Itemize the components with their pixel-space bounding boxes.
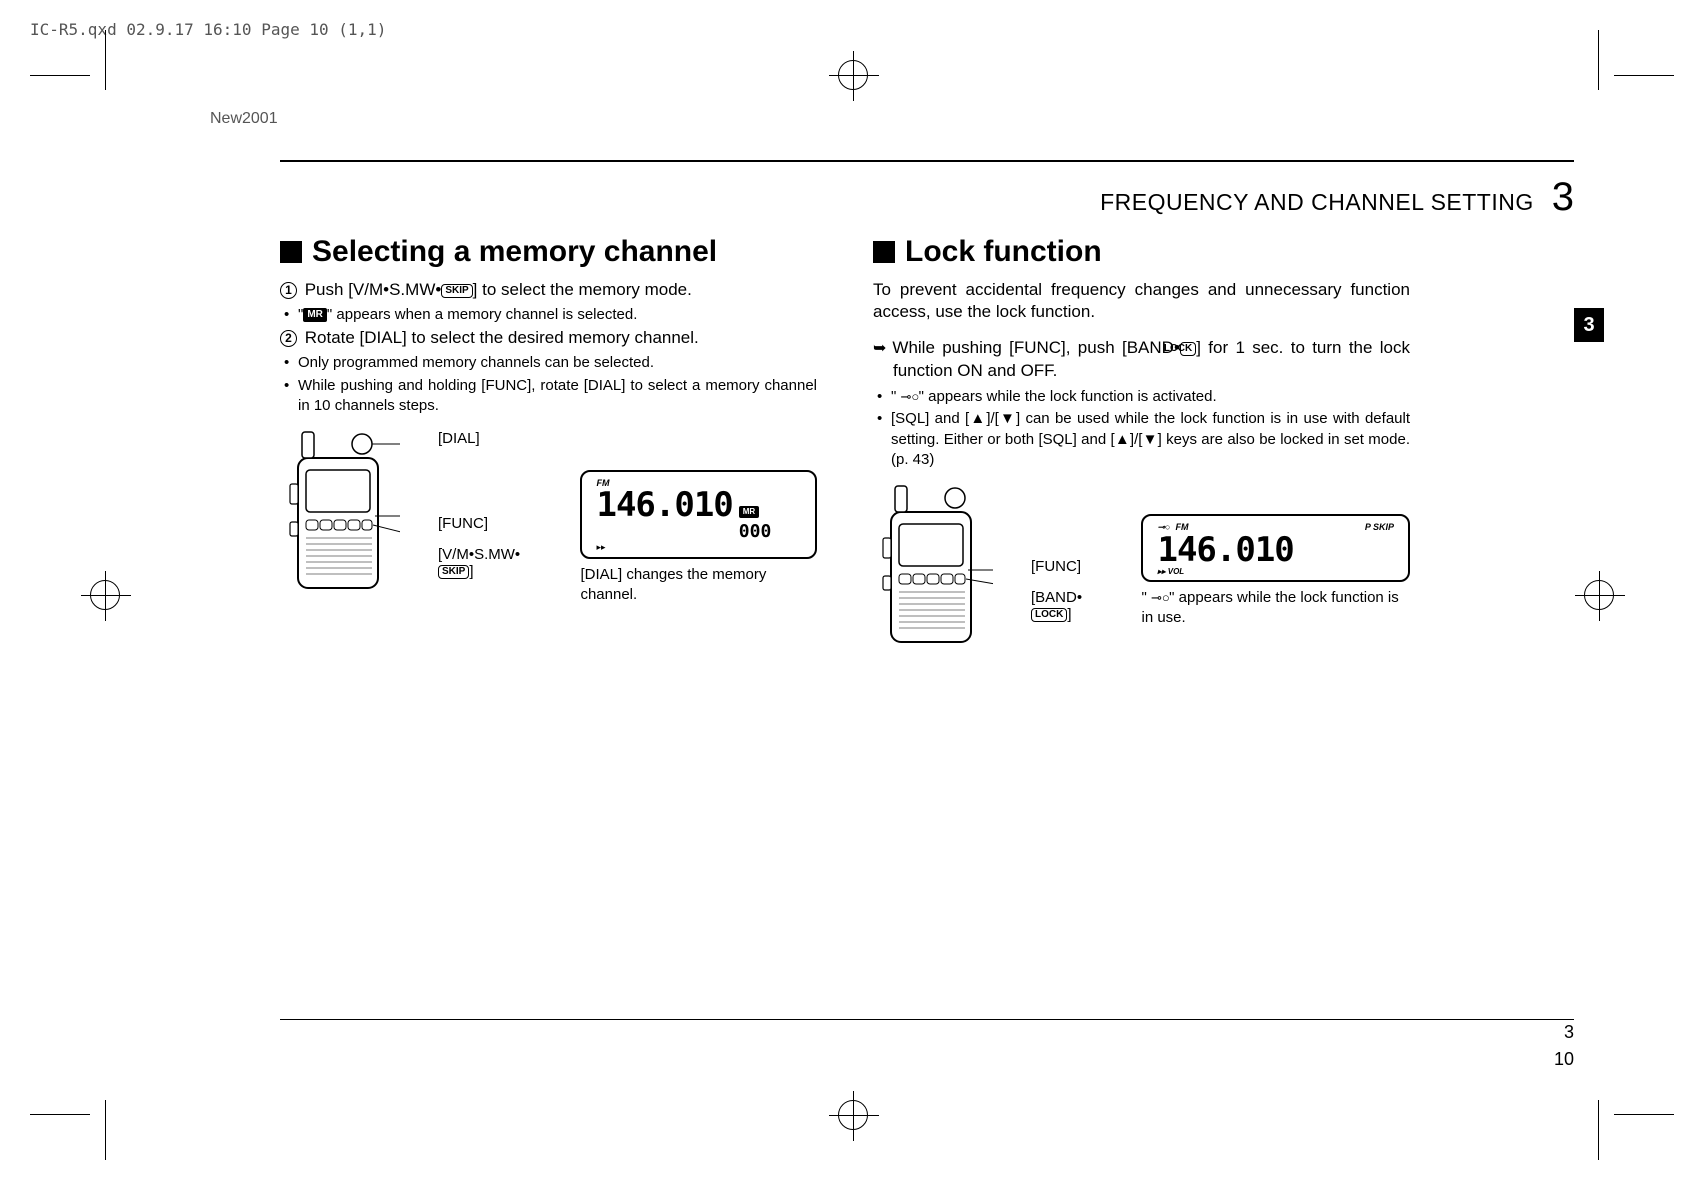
radio-illustration — [873, 484, 993, 654]
lock-intro: To prevent accidental frequency changes … — [873, 279, 1410, 323]
crop-mark — [105, 1100, 106, 1160]
callout-column: [DIAL] [FUNC] [V/M•S.MW•SKIP] — [430, 430, 550, 580]
step-1-note: "MR" appears when a memory channel is se… — [280, 305, 817, 325]
lcd-channel: 000 — [739, 521, 772, 542]
lcd-mr-badge: MR — [739, 506, 759, 518]
left-column: Selecting a memory channel 1 Push [V/M•S… — [280, 235, 817, 654]
step-number-icon: 2 — [280, 330, 297, 347]
diagram-memory: [DIAL] [FUNC] [V/M•S.MW•SKIP] FM 146.010 — [280, 430, 817, 604]
step-2-note-b: While pushing and holding [FUNC], rotate… — [280, 376, 817, 417]
lcd-vol: VOL — [1168, 567, 1184, 576]
heading-text: Lock function — [905, 235, 1102, 269]
corner-label: New2001 — [210, 110, 278, 128]
callout-column: [FUNC] [BAND•LOCK] — [1031, 558, 1111, 623]
chapter-title: FREQUENCY AND CHANNEL SETTING — [1100, 189, 1534, 216]
crop-mark — [1598, 1100, 1599, 1160]
callout-func: [FUNC] — [1031, 558, 1111, 575]
footer-rule — [280, 1019, 1574, 1021]
content-area: Selecting a memory channel 1 Push [V/M•S… — [280, 235, 1410, 654]
lcd-display: FM 146.010 MR 000 ▸▸ — [580, 470, 817, 559]
heading-lock-function: Lock function — [873, 235, 1410, 269]
step-2-note-a: Only programmed memory channels can be s… — [280, 353, 817, 373]
registration-mark — [838, 1100, 868, 1130]
registration-mark — [1584, 580, 1614, 610]
callout-band: [BAND•LOCK] — [1031, 589, 1111, 623]
diagram-lock: [FUNC] [BAND•LOCK] ⊸○ FM P SKIP 146.010 … — [873, 484, 1410, 654]
lcd-pskip: P SKIP — [1365, 522, 1394, 533]
lock-note-b: [SQL] and [▲]/[▼] can be used while the … — [873, 409, 1410, 470]
heading-marker-icon — [280, 241, 302, 263]
lock-icon: ⊸○ — [1151, 590, 1165, 607]
registration-mark — [90, 580, 120, 610]
lcd-display: ⊸○ FM P SKIP 146.010 ▸▸ VOL — [1141, 514, 1410, 582]
page-numbers: 3 10 — [1554, 1022, 1574, 1070]
lcd-channel-group: MR 000 — [739, 503, 772, 542]
lock-note-a: " ⊸○ " appears while the lock function i… — [873, 387, 1410, 407]
lcd-and-caption: ⊸○ FM P SKIP 146.010 ▸▸ VOL " ⊸○ " appea… — [1141, 514, 1410, 627]
heading-marker-icon — [873, 241, 895, 263]
step-1: 1 Push [V/M•S.MW•SKIP] to select the mem… — [280, 279, 817, 301]
page-num-b: 10 — [1554, 1049, 1574, 1070]
header-rule — [280, 160, 1574, 162]
right-column: Lock function To prevent accidental freq… — [873, 235, 1410, 654]
radio-illustration — [280, 430, 400, 600]
step-number-icon: 1 — [280, 282, 297, 299]
crop-mark — [105, 30, 106, 90]
callout-dial: [DIAL] — [438, 430, 550, 447]
page-num-a: 3 — [1554, 1022, 1574, 1043]
lcd-caption: [DIAL] changes the memory channel. — [580, 565, 817, 604]
crop-mark — [30, 1114, 90, 1115]
chapter-header: FREQUENCY AND CHANNEL SETTING 3 — [1100, 175, 1574, 220]
crop-mark — [1598, 30, 1599, 90]
chapter-number: 3 — [1552, 175, 1574, 220]
crop-mark — [30, 75, 90, 76]
lcd-caption: " ⊸○ " appears while the lock function i… — [1141, 588, 1410, 627]
heading-memory-channel: Selecting a memory channel — [280, 235, 817, 269]
lock-step: While pushing [FUNC], push [BAND•LOCK] f… — [873, 337, 1410, 383]
lcd-and-caption: FM 146.010 MR 000 ▸▸ [DIAL] changes the … — [580, 470, 817, 604]
side-tab: 3 — [1574, 308, 1604, 342]
callout-func: [FUNC] — [438, 515, 550, 532]
callout-vm: [V/M•S.MW•SKIP] — [438, 546, 550, 580]
heading-text: Selecting a memory channel — [312, 235, 717, 269]
print-job-header: IC-R5.qxd 02.9.17 16:10 Page 10 (1,1) — [30, 20, 386, 39]
lcd-frequency: 146.010 — [1157, 530, 1293, 570]
step-2: 2 Rotate [DIAL] to select the desired me… — [280, 327, 817, 349]
crop-mark — [1614, 1114, 1674, 1115]
crop-mark — [1614, 75, 1674, 76]
registration-mark — [838, 60, 868, 90]
lcd-frequency: 146.010 — [596, 488, 732, 522]
step-2-text: Rotate [DIAL] to select the desired memo… — [305, 328, 699, 347]
lock-icon: ⊸○ — [901, 388, 915, 406]
